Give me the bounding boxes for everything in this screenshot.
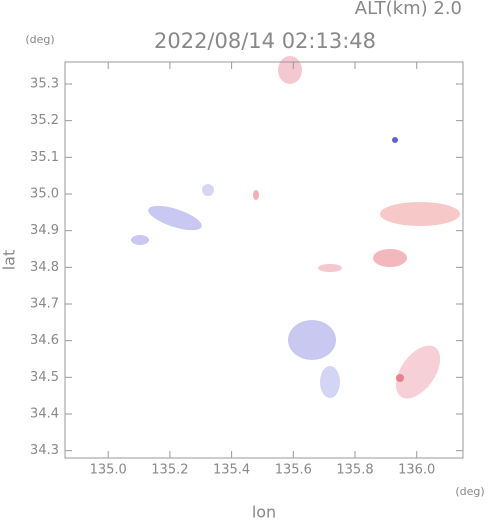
x-tick-label: 136.0: [398, 463, 435, 478]
echo: [131, 235, 149, 245]
echo: [380, 202, 460, 226]
x-tick-label: 135.6: [275, 463, 312, 478]
echo: [373, 249, 407, 267]
echo: [202, 184, 214, 196]
y-tick-label: 35.0: [30, 187, 59, 202]
x-unit: (deg): [455, 485, 484, 498]
y-tick-label: 34.6: [30, 333, 59, 348]
echo: [396, 374, 404, 382]
x-tick-label: 135.2: [151, 463, 188, 478]
plot-frame: [64, 61, 464, 459]
y-axis-label: lat: [0, 250, 19, 271]
echo: [395, 345, 441, 399]
echo-areas: [131, 56, 460, 399]
y-tick-label: 35.3: [30, 77, 59, 92]
echo: [392, 137, 398, 143]
echo: [253, 190, 259, 200]
x-tick-label: 135.0: [90, 463, 127, 478]
y-tick-label: 35.1: [30, 150, 59, 165]
echo: [278, 56, 302, 84]
echo: [288, 320, 336, 360]
y-tick-label: 34.8: [30, 260, 59, 275]
y-tick-label: 34.5: [30, 370, 59, 385]
y-unit: (deg): [25, 33, 54, 46]
echo: [148, 205, 202, 231]
altitude-label: ALT(km) 2.0: [355, 0, 462, 19]
chart-title: 2022/08/14 02:13:48: [154, 29, 376, 53]
echo: [320, 366, 340, 398]
y-tick-label: 35.2: [30, 113, 59, 128]
echo: [318, 264, 342, 272]
x-tick-label: 135.8: [336, 463, 373, 478]
y-tick-label: 34.9: [30, 223, 59, 238]
x-axis-label: lon: [252, 503, 276, 521]
y-tick-label: 34.7: [30, 297, 59, 312]
x-tick-label: 135.4: [213, 463, 250, 478]
y-tick-label: 34.4: [30, 407, 59, 422]
y-tick-label: 34.3: [30, 443, 59, 458]
